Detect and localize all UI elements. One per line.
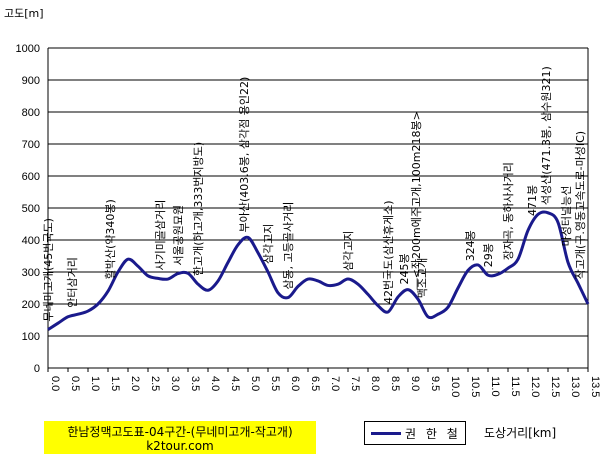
annotation-label: 사기미골삼거리 [154,200,167,271]
x-tick-label: 13.0 [569,376,581,397]
x-tick-label: 1.5 [109,376,121,391]
y-tick-label: 900 [22,75,40,87]
x-tick-label: 7.0 [329,376,341,391]
x-tick-label: 1.0 [89,376,101,391]
y-tick-label: 0 [34,363,40,375]
x-axis-ticks: 0.0 0.5 1.0 1.5 2.0 2.5 3.0 3.5 4.0 4.5 5.0 5.5 6.0 6… [47,368,601,397]
legend-label: 권 한 철 [405,427,461,441]
annotation-label: 삼동, 고등골사거리 [282,202,295,290]
annotation-label: 29봉 [482,243,495,267]
annotation-label: 맥조고개 [416,258,429,298]
x-tick-label: 10.0 [449,376,461,397]
y-tick-label: 1000 [16,43,40,55]
annotation-label: 324봉 [464,230,477,261]
annotation-label: 한고개(하고개,333번지방도) [191,142,205,276]
annotation-label: 작고개(구.영동고속도로-마성IC) [574,131,587,279]
legend: 권 한 철 [364,421,466,445]
annotation-label: 삼각고지 [262,224,275,264]
x-tick-label: 4.0 [209,376,221,391]
x-axis-title: 도상거리[km] [484,426,557,440]
grid-lines [48,47,588,369]
x-tick-label: 9.0 [409,376,421,391]
x-tick-label: 11.5 [509,376,521,397]
x-tick-label: 0.5 [69,376,81,391]
x-tick-label: 13.5 [589,376,601,397]
series-layer [47,210,590,331]
x-tick-label: 5.0 [249,376,261,391]
y-tick-label: 400 [22,235,40,247]
y-tick-label: 100 [22,331,40,343]
x-tick-label: 3.5 [189,376,201,391]
annotation-label: 마성터널능선 [560,186,573,247]
y-tick-label: 300 [22,267,40,279]
annotation-label: 삼각고지 [342,231,355,271]
y-tick-label: 600 [22,171,40,183]
x-tick-label: 12.5 [549,376,561,397]
chart-title: 한남정맥고도표-04구간-(무네미고개-작고개) [67,425,293,439]
annotations-layer: 무네미고개(45번국도) 안터삼거리 할박산(약340봉) 사기미골삼거리 서울공원묘원… [42,66,587,321]
x-tick-label: 4.5 [229,376,241,391]
x-tick-label: 0.0 [49,376,61,391]
annotation-label: 안터삼거리 [66,257,79,308]
x-tick-label: 5.5 [269,376,281,391]
y-tick-label: 500 [22,203,40,215]
x-tick-label: 2.0 [129,376,141,391]
legend-swatch [371,432,401,435]
annotation-label: 471봉 [526,185,539,216]
annotation-label: 245봉 [398,253,411,284]
y-axis-ticks: 0 100 200 300 400 500 600 700 800 900 1000 [16,43,40,375]
y-axis-title: 고도[m] [4,7,44,20]
x-tick-label: 6.0 [289,376,301,391]
annotation-label: ―<좌200m에주고개,100m218봉> [410,111,423,289]
chart-subtitle: k2tour.com [146,439,214,453]
annotation-label: 42번국도(삼산휴게소) [382,200,395,304]
x-tick-label: 6.5 [309,376,321,391]
annotation-label: 서울공원묘원 [172,205,185,266]
annotation-label: 석성산(471.3봉, 삼수원321) [540,66,553,205]
x-tick-label: 2.5 [149,376,161,391]
y-tick-label: 800 [22,107,40,119]
y-tick-label: 700 [22,139,40,151]
x-tick-label: 11.0 [489,376,501,397]
annotation-label: 무네미고개(45번국도) [42,218,55,322]
x-tick-label: 3.0 [169,376,181,391]
x-tick-label: 10.5 [469,376,481,397]
annotation-label: 할박산(약340봉) [103,199,117,279]
annotation-label: 장자곡, 동하사사거리 [501,162,515,260]
x-tick-label: 8.5 [389,376,401,391]
y-tick-label: 200 [22,299,40,311]
x-tick-label: 8.0 [369,376,381,391]
annotation-label: 부아산(403.6봉, 삼각점 용인22) [238,77,251,233]
x-tick-label: 9.5 [429,376,441,391]
x-tick-label: 12.0 [529,376,541,397]
series-line-elevation [47,210,590,331]
x-tick-label: 7.5 [349,376,361,391]
chart-title-box: 한남정맥고도표-04구간-(무네미고개-작고개) k2tour.com [44,421,316,454]
plot-area [47,48,589,368]
